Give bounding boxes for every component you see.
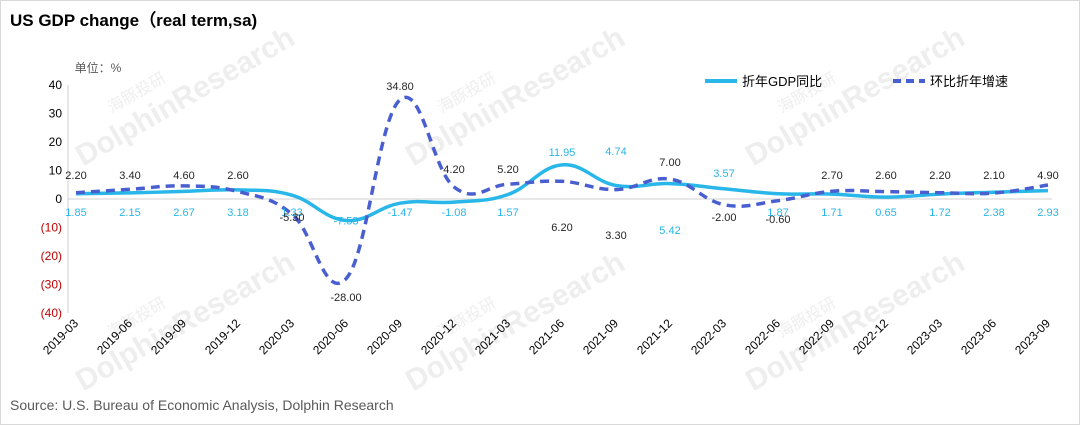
source-note: Source: U.S. Bureau of Economic Analysis… [10, 397, 394, 413]
y-tick-label: 10 [49, 164, 63, 178]
data-label-qoq: 4.60 [173, 170, 194, 182]
data-label-qoq: 2.10 [983, 170, 1004, 182]
data-label-annual: -1.08 [441, 207, 466, 219]
y-tick-label: 20 [49, 135, 63, 149]
data-label-qoq: -28.00 [330, 292, 361, 304]
x-tick-label: 2023-03 [904, 316, 945, 357]
svg-text:DolphinResearch: DolphinResearch [400, 246, 630, 398]
data-label-qoq: 2.20 [65, 170, 86, 182]
data-label-annual: 5.42 [659, 225, 680, 237]
x-tick-label: 2020-09 [364, 316, 405, 357]
data-label-annual: 2.67 [173, 207, 194, 219]
data-label-annual: 11.95 [549, 147, 576, 159]
data-label-annual: -7.53 [333, 215, 358, 227]
data-label-qoq: 7.00 [659, 157, 680, 169]
data-label-annual: -1.47 [387, 207, 412, 219]
data-label-annual: 1.87 [767, 207, 788, 219]
data-label-qoq: 3.40 [119, 170, 140, 182]
data-label-qoq: 2.20 [929, 170, 950, 182]
y-tick-label: (20) [41, 249, 62, 263]
data-label-qoq: 4.90 [1037, 170, 1058, 182]
x-tick-label: 2021-09 [580, 316, 621, 357]
series-line-qoq [75, 95, 1049, 285]
data-label-annual: 0.65 [875, 207, 896, 219]
chart-title: US GDP change（real term,sa) [10, 11, 258, 30]
x-tick-label: 2019-03 [40, 316, 81, 357]
data-label-annual: 1.33 [281, 207, 302, 219]
data-label-annual: 1.85 [65, 207, 86, 219]
data-label-qoq: 6.20 [551, 222, 572, 234]
legend-label-annual: 折年GDP同比 [742, 74, 822, 89]
data-label-qoq: 2.60 [875, 170, 896, 182]
data-label-annual: 2.93 [1037, 207, 1058, 219]
data-label-annual: 1.57 [497, 207, 518, 219]
x-tick-label: 2021-12 [634, 316, 675, 357]
data-label-annual: 3.57 [713, 168, 734, 180]
x-tick-label: 2020-03 [256, 316, 297, 357]
svg-text:DolphinResearch: DolphinResearch [740, 21, 970, 173]
x-tick-label: 2022-03 [688, 316, 729, 357]
data-label-qoq: 34.80 [386, 81, 414, 93]
data-label-qoq: 3.30 [605, 230, 626, 242]
y-tick-label: (40) [41, 306, 62, 320]
data-label-qoq: 2.60 [227, 170, 248, 182]
y-tick-label: (30) [41, 278, 62, 292]
svg-text:DolphinResearch: DolphinResearch [70, 21, 300, 173]
data-label-qoq: -2.00 [711, 212, 736, 224]
x-tick-label: 2023-06 [958, 316, 999, 357]
data-labels: 1.85 2.15 2.67 3.18 1.33 -7.53 -1.47 -1.08 1.57 1… [65, 81, 1058, 304]
data-label-qoq: -5.30 [279, 212, 304, 224]
legend: 折年GDP同比 环比折年增速 [705, 74, 1008, 89]
data-label-qoq: 2.70 [821, 170, 842, 182]
y-tick-label: 30 [49, 107, 63, 121]
legend-label-qoq: 环比折年增速 [930, 74, 1008, 89]
y-tick-label: 0 [55, 192, 62, 206]
data-label-qoq: 4.20 [443, 164, 464, 176]
data-label-annual: 2.38 [983, 207, 1004, 219]
y-tick-label: (10) [41, 221, 62, 235]
series-line-annual [75, 163, 1049, 223]
x-tick-label: 2023-09 [1012, 316, 1053, 357]
data-label-qoq: 5.20 [497, 164, 518, 176]
data-label-annual: 2.15 [119, 207, 140, 219]
data-label-annual: 4.74 [605, 146, 626, 158]
data-label-annual: 1.71 [821, 207, 842, 219]
y-tick-label: 40 [49, 78, 63, 92]
data-label-annual: 1.72 [929, 207, 950, 219]
data-label-qoq: -0.60 [765, 214, 790, 226]
unit-label: 单位：% [75, 60, 122, 75]
data-label-annual: 3.18 [227, 207, 248, 219]
x-tick-label: 2020-06 [310, 316, 351, 357]
svg-text:DolphinResearch: DolphinResearch [70, 246, 300, 398]
series-lines [75, 95, 1049, 285]
